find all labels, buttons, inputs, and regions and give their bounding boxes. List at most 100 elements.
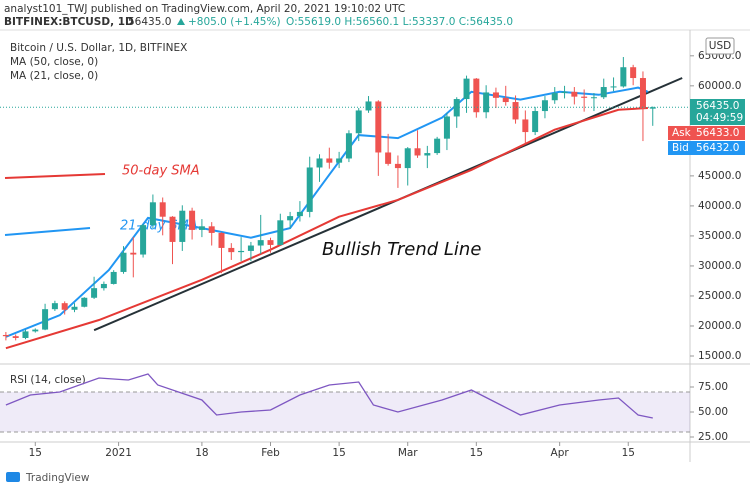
candle-body: [198, 226, 205, 230]
candle-body: [453, 99, 460, 117]
x-tick-label: 18: [195, 447, 208, 459]
pane-title: Bitcoin / U.S. Dollar, 1D, BITFINEX: [10, 42, 187, 54]
candle-body: [365, 101, 372, 111]
candle-body: [277, 220, 284, 245]
candle-body: [228, 247, 235, 253]
candle-body: [71, 306, 78, 310]
candle-body: [159, 202, 166, 217]
logo-icon: [6, 472, 20, 482]
legend-entry: MA (21, close, 0): [10, 70, 98, 82]
ask: 56433.0: [696, 127, 739, 139]
candle-body: [473, 78, 480, 113]
candle-body: [375, 101, 382, 153]
last-price-tag: [690, 99, 745, 125]
annotation: Bullish Trend Line: [322, 239, 481, 260]
candle-body: [22, 331, 29, 338]
header-ohlc: O:55619.0 H:56560.1 L:53337.0 C:56435.0: [286, 16, 513, 28]
legend-entry: MA (50, close, 0): [10, 56, 98, 68]
candle-body: [81, 297, 88, 307]
candle-body: [12, 336, 19, 338]
candle-body: [316, 158, 323, 168]
candle-body: [630, 67, 637, 79]
header-symbol: BITFINEX:BTCUSD, 1D: [4, 16, 134, 28]
y-tick-label: 15000.0: [698, 350, 741, 362]
ask-tag: [668, 126, 745, 140]
candle-body: [620, 67, 627, 87]
currency-box: [705, 37, 735, 55]
candle-body: [502, 97, 509, 103]
candle-body: [149, 202, 156, 226]
candle-body: [336, 158, 343, 163]
candle-body: [257, 240, 264, 246]
bid-label: Bid: [672, 142, 689, 154]
annotation-line: [4, 173, 106, 179]
candle-body: [345, 133, 352, 159]
x-tick-label: 2021: [105, 447, 132, 459]
candle-body: [91, 288, 98, 298]
candle-body: [532, 111, 539, 133]
candle-body: [296, 211, 303, 217]
x-tick-label: 15: [470, 447, 483, 459]
candle-body: [581, 96, 588, 98]
candle-body: [32, 329, 39, 332]
candle-body: [649, 107, 656, 109]
y-tick-label: 30000.0: [698, 260, 741, 272]
countdown: 04:49:59: [696, 112, 743, 124]
currency: USD: [709, 40, 731, 52]
y-tick-label: 25000.0: [698, 290, 741, 302]
candle-body: [639, 78, 646, 109]
candle-body: [130, 252, 137, 255]
candle-body: [169, 216, 176, 242]
x-tick-label: 15: [332, 447, 345, 459]
y-tick-label: 60000.0: [698, 80, 741, 92]
rsi-band: [0, 392, 690, 432]
candle-body: [600, 87, 607, 98]
candle-body: [42, 309, 49, 330]
y-tick-label: 45000.0: [698, 170, 741, 182]
annotation: 50-day SMA: [122, 164, 200, 179]
y-tick-label: 20000.0: [698, 320, 741, 332]
candle-body: [110, 271, 117, 284]
header-last: 56435.0: [128, 16, 171, 28]
candle-body: [2, 334, 9, 337]
candle-body: [394, 163, 401, 169]
candle-body: [434, 138, 441, 154]
ask-label: Ask: [672, 127, 692, 139]
candle-body: [561, 91, 568, 94]
bid-tag: [668, 141, 745, 155]
candle-body: [590, 97, 597, 99]
y-tick-label: 40000.0: [698, 200, 741, 212]
candle-body: [512, 102, 519, 120]
candle-body: [492, 92, 499, 98]
x-tick-label: 15: [29, 447, 42, 459]
ma-line: [5, 107, 648, 350]
candle-body: [218, 232, 225, 248]
candle-body: [385, 152, 392, 164]
candle-body: [610, 86, 617, 88]
candle-body: [483, 92, 490, 113]
candle-body: [100, 283, 107, 289]
candle-body: [424, 153, 431, 156]
x-tick-label: Mar: [398, 447, 418, 459]
x-tick-label: 15: [622, 447, 635, 459]
bid: 56432.0: [696, 142, 739, 154]
brand: TradingView: [25, 472, 90, 484]
pane-title: RSI (14, close): [10, 374, 86, 386]
annotation-line: [4, 227, 91, 236]
x-tick-label: Feb: [261, 447, 280, 459]
y-tick-label: 25.00: [698, 431, 728, 443]
header-change: +805.0 (+1.45%): [188, 16, 281, 28]
y-tick-label: 50.00: [698, 406, 728, 418]
candle-body: [522, 119, 529, 133]
candle-body: [306, 167, 313, 212]
candle-body: [238, 250, 245, 253]
candle-body: [120, 252, 127, 272]
candle-body: [247, 245, 254, 251]
candle-body: [404, 148, 411, 169]
candle-body: [208, 226, 215, 233]
candle-body: [551, 93, 558, 101]
header-line: analyst101_TWJ published on TradingView.…: [4, 3, 405, 15]
candle-body: [571, 91, 578, 97]
candle-body: [414, 148, 421, 156]
